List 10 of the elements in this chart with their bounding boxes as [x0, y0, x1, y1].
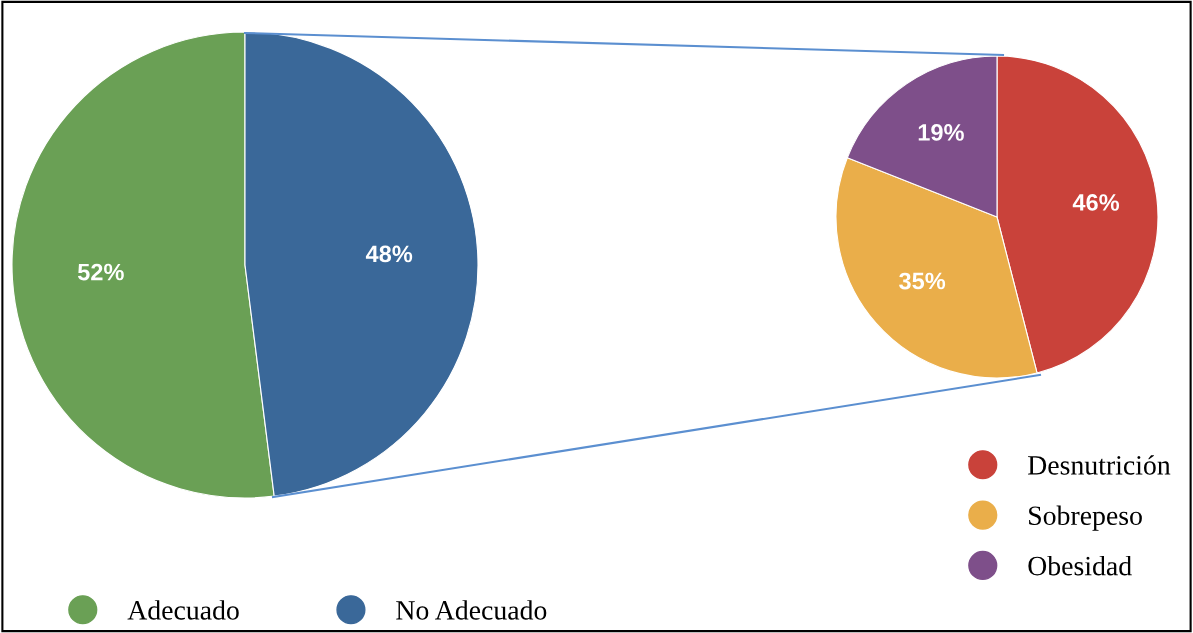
legend-label: No Adecuado — [396, 600, 547, 620]
legend-label: Desnutrición — [1028, 455, 1171, 475]
data-label: 35% — [899, 272, 946, 290]
data-label: 19% — [918, 124, 964, 141]
legend-label: Obesidad — [1028, 555, 1132, 576]
data-label: 48% — [365, 245, 413, 263]
data-label: 52% — [77, 263, 124, 281]
legend-label: Sobrepeso — [1029, 505, 1142, 531]
data-label: 46% — [1072, 194, 1120, 211]
legend-label: Adecuado — [127, 600, 239, 620]
